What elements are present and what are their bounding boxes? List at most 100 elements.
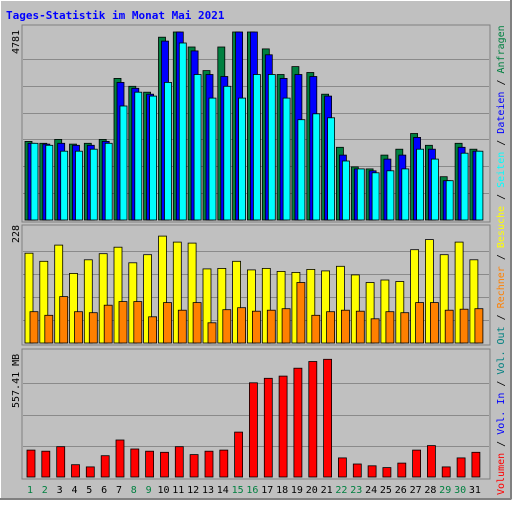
legend-vol-in: Vol. In — [496, 393, 507, 435]
requests-bar-seiten-day-2 — [45, 144, 54, 221]
day-label-26: 26 — [395, 485, 407, 496]
volume-bar-volumen-day-15 — [234, 431, 244, 478]
requests-bar-seiten-day-29 — [445, 180, 454, 221]
legend-vol-out: Vol. Out — [496, 326, 507, 374]
volume-bar-volumen-day-5 — [85, 466, 95, 478]
day-label-2: 2 — [42, 485, 48, 496]
panel-requests: 4781 — [11, 24, 491, 223]
visits-bar-rechner-day-15 — [237, 307, 247, 344]
requests-bar-seiten-day-10 — [164, 82, 172, 221]
visits-bar-besuche-day-13 — [202, 268, 212, 344]
day-label-6: 6 — [101, 485, 107, 496]
volume-bar-volumen-day-17 — [263, 377, 273, 478]
day-label-10: 10 — [157, 485, 169, 496]
day-label-19: 19 — [291, 485, 303, 496]
visits-bar-besuche-day-24 — [365, 282, 375, 344]
day-label-30: 30 — [454, 485, 466, 496]
requests-ymax-label: 4781 — [11, 30, 22, 54]
requests-bar-seiten-day-3 — [60, 150, 69, 221]
visits-bar-rechner-day-2 — [44, 314, 54, 344]
visits-bar-besuche-day-18 — [276, 270, 286, 344]
visits-bar-rechner-day-14 — [222, 309, 232, 344]
requests-bar-seiten-day-1 — [30, 142, 39, 221]
visits-bar-rechner-day-6 — [103, 304, 113, 344]
requests-bar-seiten-day-25 — [386, 170, 395, 221]
volume-bars — [26, 358, 481, 478]
visits-bar-besuche-day-9 — [143, 254, 153, 344]
visits-bar-besuche-day-22 — [335, 265, 345, 344]
day-label-8: 8 — [131, 485, 137, 496]
day-label-20: 20 — [306, 485, 318, 496]
requests-bar-seiten-day-19 — [297, 119, 306, 221]
visits-bar-besuche-day-7 — [113, 246, 123, 344]
legend-seiten: Seiten — [496, 152, 507, 188]
visits-bar-besuche-day-10 — [158, 235, 167, 344]
visits-bar-besuche-day-31 — [469, 259, 479, 344]
legend-dateien: Dateien — [496, 92, 507, 134]
visits-bar-rechner-day-25 — [385, 311, 395, 344]
volume-bar-volumen-day-31 — [471, 451, 481, 478]
requests-bar-seiten-day-26 — [401, 168, 410, 221]
visits-bar-rechner-day-29 — [444, 309, 454, 344]
visits-bar-rechner-day-18 — [281, 308, 291, 344]
requests-bar-seiten-day-23 — [356, 168, 365, 221]
chart-title: Tages-Statistik im Monat Mai 2021 — [6, 9, 225, 22]
volume-bar-volumen-day-14 — [219, 449, 229, 478]
legend-sep-7: / — [496, 73, 507, 91]
volume-bar-volumen-day-4 — [71, 464, 80, 478]
volume-bar-volumen-day-22 — [337, 457, 347, 478]
visits-bar-rechner-day-8 — [133, 301, 143, 344]
visits-bar-besuche-day-12 — [187, 242, 197, 344]
requests-bar-seiten-day-28 — [430, 158, 439, 221]
requests-bar-seiten-day-12 — [193, 74, 202, 221]
visits-bar-rechner-day-21 — [326, 311, 336, 344]
visits-bar-rechner-day-30 — [459, 308, 469, 344]
visits-bar-besuche-day-21 — [321, 270, 331, 344]
volume-bar-volumen-day-25 — [382, 467, 392, 478]
visits-bar-besuche-day-17 — [261, 267, 271, 344]
volume-bar-volumen-day-29 — [441, 466, 451, 478]
day-label-18: 18 — [276, 485, 288, 496]
visits-bar-rechner-day-11 — [177, 309, 187, 344]
visits-bar-besuche-day-29 — [439, 254, 449, 344]
visits-bar-rechner-day-10 — [163, 302, 172, 344]
visits-bar-rechner-day-13 — [207, 322, 217, 344]
day-label-4: 4 — [71, 485, 77, 496]
day-label-3: 3 — [57, 485, 63, 496]
requests-bar-seiten-day-6 — [104, 142, 113, 221]
visits-bar-rechner-day-24 — [370, 318, 380, 344]
panel-volume: 557.41 MB — [11, 348, 491, 480]
visits-bar-besuche-day-27 — [410, 249, 420, 344]
volume-bar-volumen-day-10 — [160, 451, 169, 478]
visits-bar-rechner-day-22 — [340, 309, 350, 344]
requests-bar-seiten-day-7 — [119, 105, 128, 221]
requests-bar-seiten-day-27 — [416, 148, 425, 221]
requests-bar-seiten-day-21 — [327, 117, 336, 221]
legend-sep-5: / — [496, 188, 507, 206]
visits-bar-besuche-day-26 — [395, 281, 405, 344]
requests-bar-seiten-day-11 — [178, 42, 187, 221]
day-label-15: 15 — [232, 485, 244, 496]
visits-bar-besuche-day-28 — [424, 239, 434, 344]
day-label-1: 1 — [27, 485, 33, 496]
visits-bar-besuche-day-20 — [306, 268, 316, 344]
volume-bar-volumen-day-16 — [248, 382, 258, 478]
right-legend: Volumen / Vol. In / Vol. Out / Rechner /… — [496, 25, 507, 495]
legend-sep-4: / — [496, 248, 507, 266]
day-label-13: 13 — [202, 485, 214, 496]
volume-bar-volumen-day-19 — [293, 367, 303, 478]
legend-anfragen: Anfragen — [496, 25, 507, 73]
requests-bar-seiten-day-30 — [460, 152, 469, 221]
requests-bar-seiten-day-20 — [312, 113, 321, 221]
day-label-16: 16 — [246, 485, 258, 496]
visits-bar-besuche-day-4 — [69, 272, 78, 344]
requests-bar-seiten-day-13 — [208, 97, 217, 221]
day-label-17: 17 — [261, 485, 273, 496]
requests-bar-seiten-day-9 — [149, 95, 158, 221]
visits-bar-rechner-day-28 — [429, 302, 439, 344]
day-label-25: 25 — [380, 485, 392, 496]
day-label-12: 12 — [187, 485, 199, 496]
volume-bar-volumen-day-8 — [130, 448, 140, 478]
